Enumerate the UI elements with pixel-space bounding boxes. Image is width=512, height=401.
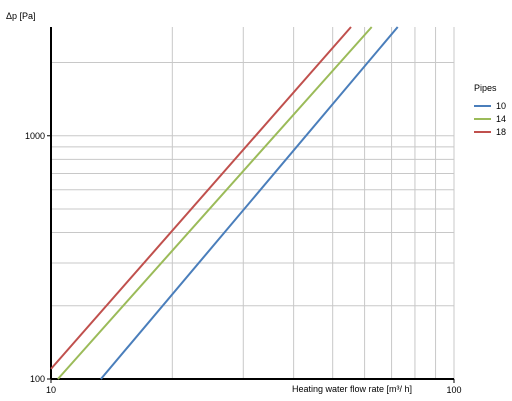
legend-label-14: 14 xyxy=(496,114,506,124)
legend-title: Pipes xyxy=(474,83,497,93)
legend-label-10: 10 xyxy=(496,101,506,111)
legend: Pipes 10 14 18 xyxy=(474,83,506,137)
series-line-10 xyxy=(100,26,399,380)
y-tick-label: 1000 xyxy=(25,131,45,141)
axes xyxy=(50,27,454,380)
series-lines xyxy=(50,26,399,380)
series-line-18 xyxy=(50,26,352,370)
series-line-14 xyxy=(57,26,373,380)
x-tick-label: 10 xyxy=(46,385,56,395)
y-axis-label: Δp [Pa] xyxy=(6,11,36,21)
x-tick-label: 100 xyxy=(446,385,461,395)
grid-lines xyxy=(51,27,455,379)
legend-label-18: 18 xyxy=(496,127,506,137)
y-tick-label: 100 xyxy=(30,374,45,384)
x-axis-label: Heating water flow rate [m³/ h] xyxy=(292,384,412,394)
